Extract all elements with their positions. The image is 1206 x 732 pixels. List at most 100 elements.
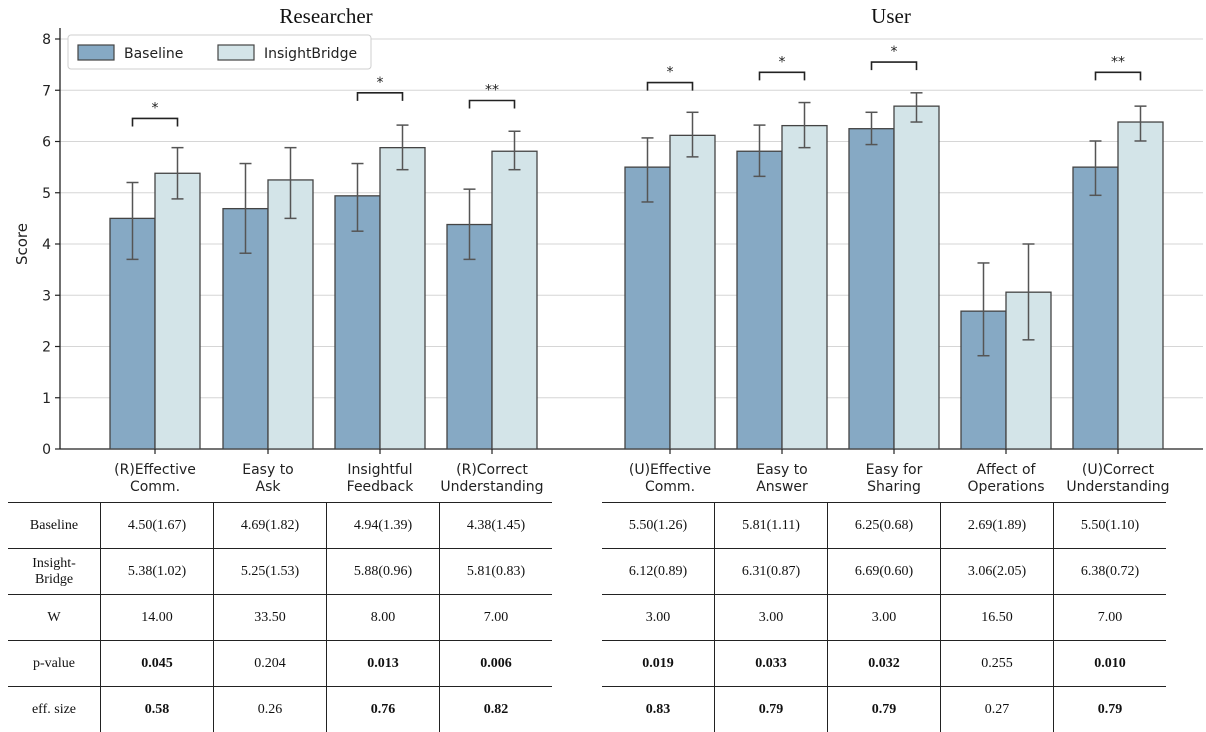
x-tick-label: (U)Effective [629,462,711,478]
bar-baseline [849,129,894,449]
table-cell: 0.255 [941,641,1054,687]
row-label: eff. size [8,687,101,732]
table-cell: 7.00 [440,595,553,641]
significance-marker: * [377,75,384,91]
bar-insightbridge [1118,122,1163,449]
panel-title: User [871,4,911,28]
significance-marker: ** [1111,54,1125,70]
bar-insightbridge [380,148,425,449]
table-cell: 0.204 [214,641,327,687]
table-cell: 0.26 [214,687,327,732]
table-cell: 5.50(1.10) [1054,503,1167,549]
bar-baseline [1073,167,1118,449]
x-tick-label: Ask [256,479,282,495]
table-cell: 0.58 [101,687,214,732]
legend-swatch-baseline [78,45,114,60]
table-cell: 5.38(1.02) [101,549,214,595]
y-tick-label: 0 [42,442,51,458]
table-cell: 7.00 [1054,595,1167,641]
table-cell: 0.83 [602,687,715,732]
user-stats-table: 5.50(1.26)5.81(1.11)6.25(0.68)2.69(1.89)… [602,502,1166,732]
table-cell: 0.79 [1054,687,1167,732]
x-tick-label: Understanding [1066,479,1169,495]
significance-marker: * [152,100,159,116]
significance-bracket [648,83,693,91]
table-cell: 0.045 [101,641,214,687]
table-cell: 6.38(0.72) [1054,549,1167,595]
table-cell: 0.27 [941,687,1054,732]
table-cell: 16.50 [941,595,1054,641]
y-axis-label: Score [13,223,31,265]
table-cell: 0.76 [327,687,440,732]
table-row: 6.12(0.89)6.31(0.87)6.69(0.60)3.06(2.05)… [602,549,1166,595]
x-tick-label: Feedback [347,479,415,495]
table-cell: 4.38(1.45) [440,503,553,549]
table-cell: 4.50(1.67) [101,503,214,549]
significance-marker: * [891,44,898,60]
y-tick-label: 7 [42,83,51,99]
bar-insightbridge [268,180,313,449]
significance-bracket [1096,72,1141,80]
x-tick-label: Affect of [977,462,1037,478]
significance-bracket [133,118,178,126]
table-cell: 0.032 [828,641,941,687]
table-cell: 3.00 [715,595,828,641]
table-cell: 5.88(0.96) [327,549,440,595]
x-tick-label: Comm. [130,479,180,495]
legend-swatch-insightbridge [218,45,254,60]
row-label: W [8,595,101,641]
table-cell: 5.25(1.53) [214,549,327,595]
table-cell: 0.79 [828,687,941,732]
x-tick-label: Easy for [866,462,923,478]
significance-bracket [872,62,917,70]
y-tick-label: 3 [42,288,51,304]
table-cell: 4.94(1.39) [327,503,440,549]
table-cell: 6.31(0.87) [715,549,828,595]
x-tick-label: (R)Effective [114,462,196,478]
x-tick-label: (R)Correct [456,462,528,478]
bar-insightbridge [670,135,715,449]
row-label: Baseline [8,503,101,549]
x-tick-label: Answer [756,479,808,495]
bar-insightbridge [894,106,939,449]
bar-insightbridge [492,151,537,449]
table-cell: 0.82 [440,687,553,732]
y-tick-label: 4 [42,237,51,253]
table-cell: 3.00 [602,595,715,641]
row-label: Insight-Bridge [8,549,101,595]
bar-baseline [625,167,670,449]
table-cell: 5.81(0.83) [440,549,553,595]
table-cell: 0.79 [715,687,828,732]
table-cell: 3.06(2.05) [941,549,1054,595]
significance-bracket [760,72,805,80]
x-tick-label: Sharing [867,479,921,495]
x-tick-label: Easy to [756,462,808,478]
x-tick-label: (U)Correct [1082,462,1155,478]
table-cell: 0.013 [327,641,440,687]
table-cell: 5.81(1.11) [715,503,828,549]
table-cell: 5.50(1.26) [602,503,715,549]
y-tick-label: 2 [42,340,51,356]
significance-marker: * [779,54,786,70]
bar-baseline [335,196,380,449]
x-tick-label: Comm. [645,479,695,495]
bar-insightbridge [782,126,827,449]
panel-title: Researcher [279,4,372,28]
table-cell: 0.019 [602,641,715,687]
table-cell: 6.25(0.68) [828,503,941,549]
table-cell: 2.69(1.89) [941,503,1054,549]
y-tick-label: 1 [42,391,51,407]
bar-insightbridge [155,173,200,449]
legend-label-insightbridge: InsightBridge [264,46,357,62]
table-cell: 33.50 [214,595,327,641]
table-cell: 0.006 [440,641,553,687]
